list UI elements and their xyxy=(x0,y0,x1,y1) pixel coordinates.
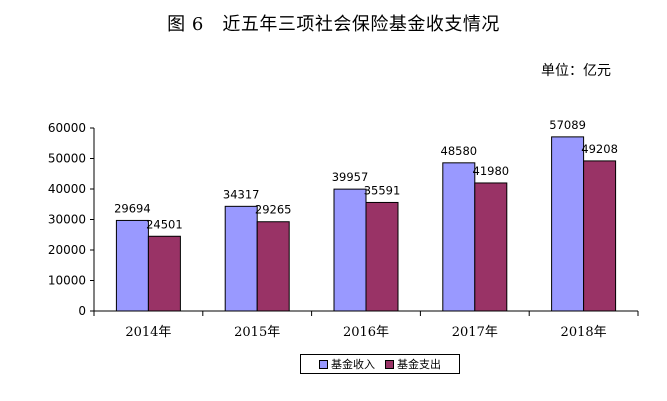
data-label-income: 48580 xyxy=(441,144,478,158)
bar-income xyxy=(224,205,258,312)
y-tick-label: 10000 xyxy=(48,274,86,288)
bar-income xyxy=(333,188,367,312)
x-tick-label: 2017年 xyxy=(452,325,498,340)
x-tick-label: 2015年 xyxy=(234,325,280,340)
unit-label: 单位：亿元 xyxy=(541,63,611,79)
legend-item-expense: 基金支出 xyxy=(385,356,441,372)
legend-item-income: 基金收入 xyxy=(319,356,375,372)
legend-swatch-income xyxy=(319,359,328,369)
y-tick-label: 40000 xyxy=(48,182,86,196)
y-tick-label: 30000 xyxy=(48,213,86,227)
y-tick-label: 20000 xyxy=(48,243,86,257)
legend-label-expense: 基金支出 xyxy=(397,358,441,371)
x-tick-label: 2018年 xyxy=(561,325,607,340)
legend-swatch-expense xyxy=(385,359,394,369)
chart-legend: 基金收入 基金支出 xyxy=(300,354,460,374)
x-tick-label: 2016年 xyxy=(343,325,389,340)
bar-income xyxy=(115,219,149,312)
bar-expense xyxy=(583,160,617,312)
bar-expense xyxy=(474,182,508,312)
data-label-expense: 41980 xyxy=(473,164,510,178)
data-label-income: 57089 xyxy=(549,118,586,132)
x-tick-label: 2014年 xyxy=(125,325,171,340)
y-tick-label: 60000 xyxy=(48,121,86,135)
bar-income xyxy=(442,162,476,312)
bar-expense xyxy=(365,201,399,312)
bar-expense xyxy=(147,235,181,312)
chart-title: 图 6 近五年三项社会保险基金收支情况 xyxy=(167,14,500,35)
data-label-expense: 29265 xyxy=(255,203,292,217)
y-tick-label: 0 xyxy=(78,304,86,318)
data-label-income: 29694 xyxy=(114,201,151,215)
data-label-expense: 35591 xyxy=(364,183,401,197)
data-label-income: 39957 xyxy=(332,170,369,184)
bar-income xyxy=(551,136,585,312)
bar-expense xyxy=(256,221,290,312)
data-label-expense: 24501 xyxy=(146,217,183,231)
legend-label-income: 基金收入 xyxy=(331,358,375,371)
data-label-expense: 49208 xyxy=(581,142,618,156)
data-label-income: 34317 xyxy=(223,187,260,201)
y-tick-label: 50000 xyxy=(48,152,86,166)
